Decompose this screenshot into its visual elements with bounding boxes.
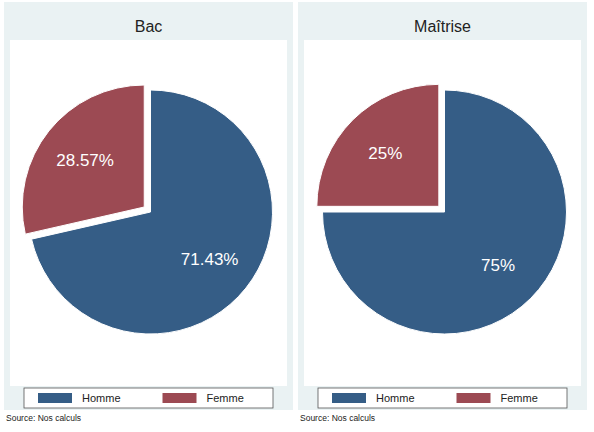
chart-panel: Bac 71.43% 28.57% Homme Femme Source: Nos cal… xyxy=(4,2,293,423)
legend: Homme Femme xyxy=(24,388,273,408)
legend-label: Femme xyxy=(501,392,538,404)
pie: 75% 25% xyxy=(317,84,567,334)
figure: Bac 71.43% 28.57% Homme Femme Source: Nos cal… xyxy=(0,0,594,432)
legend-label: Homme xyxy=(82,392,121,404)
chart-title: Bac xyxy=(135,18,163,35)
legend-box xyxy=(24,388,273,408)
data-label: 25% xyxy=(368,144,402,163)
legend-label: Homme xyxy=(376,392,415,404)
pie-slice xyxy=(22,85,144,234)
chart-panel: Maîtrise 75% 25% Homme Femme Source: Nos calc… xyxy=(298,2,587,423)
legend-swatch xyxy=(163,393,197,403)
source-note: Source: Nos calculs xyxy=(300,413,375,423)
data-label: 75% xyxy=(481,256,515,275)
data-label: 71.43% xyxy=(181,250,239,269)
legend-swatch xyxy=(332,393,366,403)
panel-background xyxy=(4,2,293,410)
pie-slice xyxy=(317,84,439,206)
plot-background xyxy=(304,40,581,386)
legend-swatch xyxy=(457,393,491,403)
plot-background xyxy=(10,40,287,386)
source-note: Source: Nos calculs xyxy=(6,413,81,423)
chart-title: Maîtrise xyxy=(414,18,471,35)
legend-label: Femme xyxy=(207,392,244,404)
legend-swatch xyxy=(38,393,72,403)
panel-background xyxy=(298,2,587,410)
data-label: 28.57% xyxy=(56,151,114,170)
legend-box xyxy=(318,388,567,408)
pie: 71.43% 28.57% xyxy=(22,85,272,334)
legend: Homme Femme xyxy=(318,388,567,408)
